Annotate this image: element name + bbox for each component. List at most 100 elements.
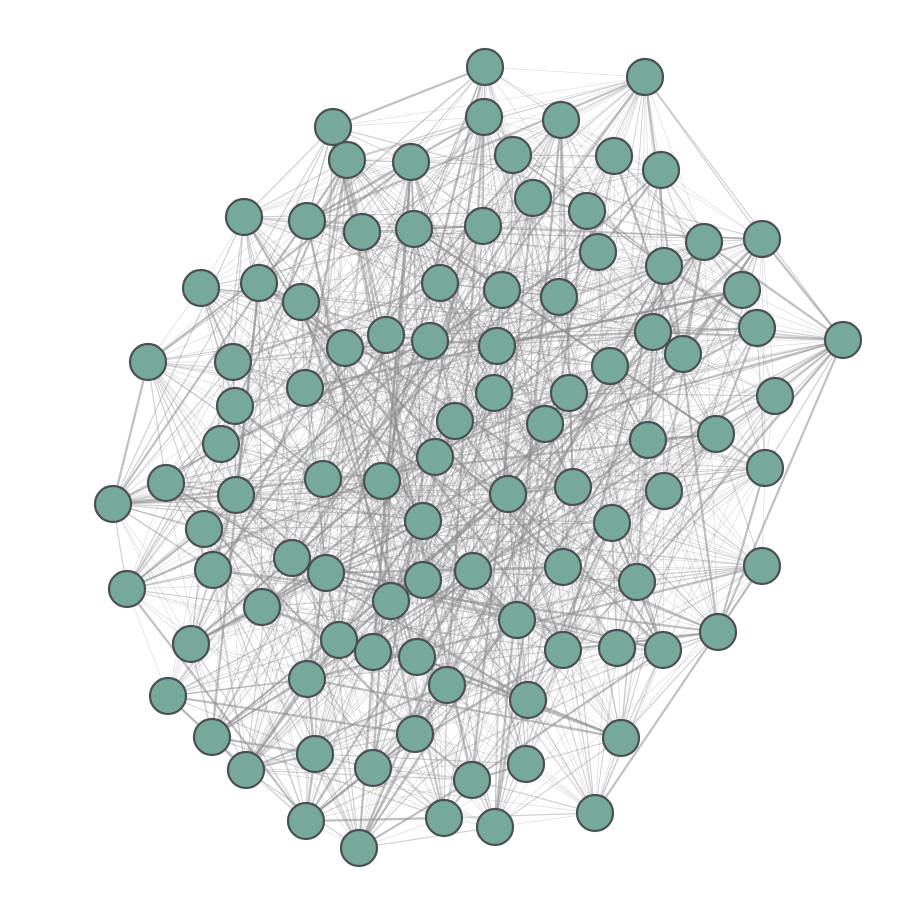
graph-edge [211,493,509,738]
graph-edge [482,119,562,227]
graph-edge [306,66,486,222]
graph-edge [544,338,844,426]
graph-edge [112,503,214,571]
graph-edge [597,251,649,441]
graph-edge [235,119,562,496]
graph-node [226,750,266,790]
graph-node [272,538,312,578]
graph-node [424,798,464,838]
graph-node [410,321,450,361]
graph-edge [493,296,560,394]
graph-node [722,270,762,310]
graph-node [287,201,327,241]
graph-edge [147,361,374,769]
graph-edge [126,588,374,769]
graph-edge [611,331,654,524]
graph-edge [189,387,307,645]
graph-edge [636,169,662,583]
graph-node [146,463,186,503]
graph-edge [332,126,474,572]
graph-edge [484,66,534,199]
graph-edge [112,405,236,505]
graph-node [625,57,665,97]
graph-edge [306,395,776,680]
graph-edge [167,639,340,697]
graph-edge [525,241,705,765]
graph-edge [258,282,263,608]
graph-edge [611,522,763,567]
graph-edge [258,126,334,284]
graph-edge [305,392,570,822]
graph-edge [167,694,416,736]
graph-edge [344,228,415,349]
graph-edge [471,647,618,781]
graph-edge [358,684,448,849]
graph-node [242,587,282,627]
graph-edge [306,677,622,740]
graph-node [192,717,232,757]
graph-edge [165,482,719,633]
graph-edge [167,340,431,697]
graph-node [420,263,460,303]
graph-node [508,680,548,720]
graph-node [319,620,359,660]
graph-edge [385,334,527,765]
graph-edge [422,66,486,581]
graph-edge [167,557,293,697]
graph-edge [434,456,474,572]
graph-edge [325,486,574,574]
graph-edge [562,649,596,814]
graph-edge [516,581,638,621]
graph-edge [245,557,293,771]
graph-edge [443,423,546,819]
graph-edge [525,238,763,765]
graph-node [403,501,443,541]
graph-node [93,484,133,524]
graph-edge [167,695,316,755]
graph-edge [232,361,546,425]
graph-edge [126,588,340,641]
graph-node [567,191,607,231]
graph-edge [358,656,418,849]
graph-edge [496,345,776,397]
graph-edge [611,76,646,524]
graph-edge [562,522,613,651]
graph-edge [414,733,527,765]
graph-node [575,793,615,833]
graph-edge [325,116,485,574]
graph-node [224,197,264,237]
graph-edge [620,238,763,739]
graph-edge [304,387,383,482]
graph-edge [414,331,654,735]
graph-edge [344,347,717,435]
graph-edge [471,296,560,781]
graph-node [601,718,641,758]
graph-edge [314,651,374,755]
graph-edge [306,231,363,680]
graph-edge [243,159,348,218]
graph-node [597,628,637,668]
graph-edge [471,154,514,781]
graph-node [464,97,504,137]
graph-edge [306,678,445,819]
graph-node [107,569,147,609]
graph-edge [304,387,564,568]
graph-edge [305,631,719,822]
graph-node [737,308,777,348]
graph-edge [211,606,263,738]
graph-edge [212,569,392,602]
graph-edge [220,116,485,445]
graph-edge [613,155,618,649]
graph-edge [314,570,474,755]
graph-edge [372,656,418,769]
graph-edge [165,482,424,522]
graph-edge [235,494,518,621]
graph-edge [314,159,348,755]
graph-edge [434,238,763,458]
graph-node [482,270,522,310]
graph-edge [613,155,665,267]
graph-edge [525,331,654,765]
graph-edge [413,228,654,333]
graph-edge [305,779,473,822]
